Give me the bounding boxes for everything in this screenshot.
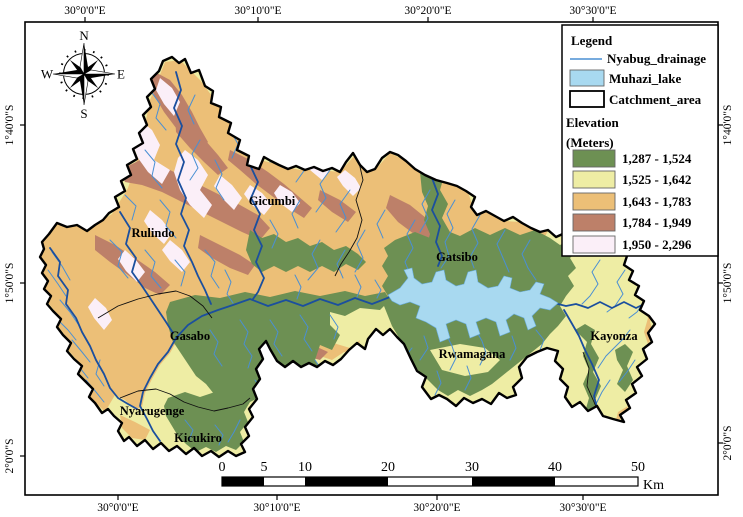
lat-label-left-2: 2°0'0"S [4, 438, 16, 473]
compass-intercardinal-points [69, 59, 99, 89]
legend-label-lake: Muhazi_lake [609, 71, 681, 86]
lon-label-top-1: 30°10'0"E [234, 5, 281, 17]
legend-label-catchment: Catchment_area [609, 92, 702, 107]
scale-bar-segment-black-2 [305, 477, 388, 486]
legend-elevation-units: (Meters) [566, 135, 614, 150]
legend-swatch-catchment [569, 90, 605, 108]
legend: Legend Nyabug_drainage Muhazi_lake Catch… [561, 24, 719, 257]
legend-swatch-elev-0 [572, 149, 616, 168]
legend-title: Legend [571, 33, 613, 48]
compass-north-label: N [79, 28, 89, 43]
lat-label-left-1: 1°50'0"S [4, 263, 16, 304]
lon-label-top-0: 30°0'0"E [64, 5, 105, 17]
scale-tick-20: 20 [381, 460, 395, 475]
scale-bar-segment-black-3 [472, 477, 555, 486]
legend-swatch-elev-1 [572, 170, 616, 189]
legend-label-drainage: Nyabug_drainage [607, 51, 706, 66]
lon-label-top-3: 30°30'0"E [569, 5, 616, 17]
graticule-ticks [20, 17, 723, 500]
lat-label-right-1: 1°50'0"S [722, 263, 734, 304]
legend-label-elev-0: 1,287 - 1,524 [622, 151, 692, 166]
drainage-main-rivers [49, 71, 649, 442]
lon-label-bottom-2: 30°20'0"E [413, 502, 460, 514]
place-label-rwamagana: Rwamagana [439, 347, 506, 361]
compass-east-label: E [117, 67, 125, 82]
legend-swatch-elev-3 [572, 213, 616, 232]
legend-label-elev-3: 1,784 - 1,949 [622, 215, 692, 230]
place-label-kicukiro: Kicukiro [174, 431, 222, 445]
lon-label-bottom-0: 30°0'0"E [97, 502, 138, 514]
muhazi-lake [387, 267, 559, 343]
lon-label-bottom-3: 30°30'0"E [559, 502, 606, 514]
compass-cardinal-points [52, 42, 116, 106]
elevation-yellow-inliers [430, 295, 500, 376]
scale-bar-segment-black-1 [222, 477, 264, 486]
graticule-labels: 30°0'0"E 30°10'0"E 30°20'0"E 30°30'0"E 3… [4, 5, 734, 514]
place-label-gatsibo: Gatsibo [436, 250, 478, 264]
legend-swatch-elev-2 [572, 192, 616, 211]
map-frame [24, 21, 719, 496]
scale-tick-30: 30 [465, 460, 479, 475]
legend-swatch-lake [569, 69, 605, 87]
legend-swatch-elev-4 [572, 235, 616, 254]
compass-west-label: W [41, 67, 54, 82]
compass-south-label: S [80, 106, 87, 121]
lat-label-left-0: 1°40'0"S [4, 105, 16, 146]
scale-tick-0: 0 [219, 460, 226, 475]
compass-rose: N S W E [41, 28, 125, 121]
scale-bar: 0 5 10 20 30 40 50 Km [219, 460, 665, 493]
scale-tick-5: 5 [261, 460, 268, 475]
place-label-gasabo: Gasabo [170, 329, 210, 343]
lat-label-right-2: 2°0'0"S [722, 425, 734, 460]
scale-bar-outline [221, 476, 639, 487]
lat-label-right-0: 1°40'0"S [722, 105, 734, 146]
scale-tick-10: 10 [298, 460, 312, 475]
scale-unit-label: Km [643, 478, 664, 493]
place-label-rulindo: Rulindo [131, 226, 174, 240]
district-boundaries [97, 157, 600, 415]
lon-label-top-2: 30°20'0"E [404, 5, 451, 17]
legend-label-elev-4: 1,950 - 2,296 [622, 237, 692, 252]
place-labels: Gicumbi Rulindo Gatsibo Gasabo Rwamagana… [120, 194, 639, 445]
legend-elevation-title: Elevation [566, 115, 619, 130]
lon-label-bottom-1: 30°10'0"E [253, 502, 300, 514]
scale-tick-50: 50 [631, 460, 645, 475]
place-label-kayonza: Kayonza [590, 329, 638, 343]
legend-label-elev-1: 1,525 - 1,642 [622, 172, 691, 187]
elevation-pink-patches [88, 78, 361, 330]
scale-tick-40: 40 [548, 460, 562, 475]
place-label-nyarugenge: Nyarugenge [120, 404, 185, 418]
place-label-gicumbi: Gicumbi [249, 194, 296, 208]
legend-label-elev-2: 1,643 - 1,783 [622, 194, 692, 209]
compass-center-dot [82, 72, 86, 76]
